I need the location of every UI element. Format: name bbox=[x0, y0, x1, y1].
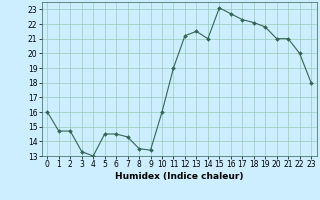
X-axis label: Humidex (Indice chaleur): Humidex (Indice chaleur) bbox=[115, 172, 244, 181]
